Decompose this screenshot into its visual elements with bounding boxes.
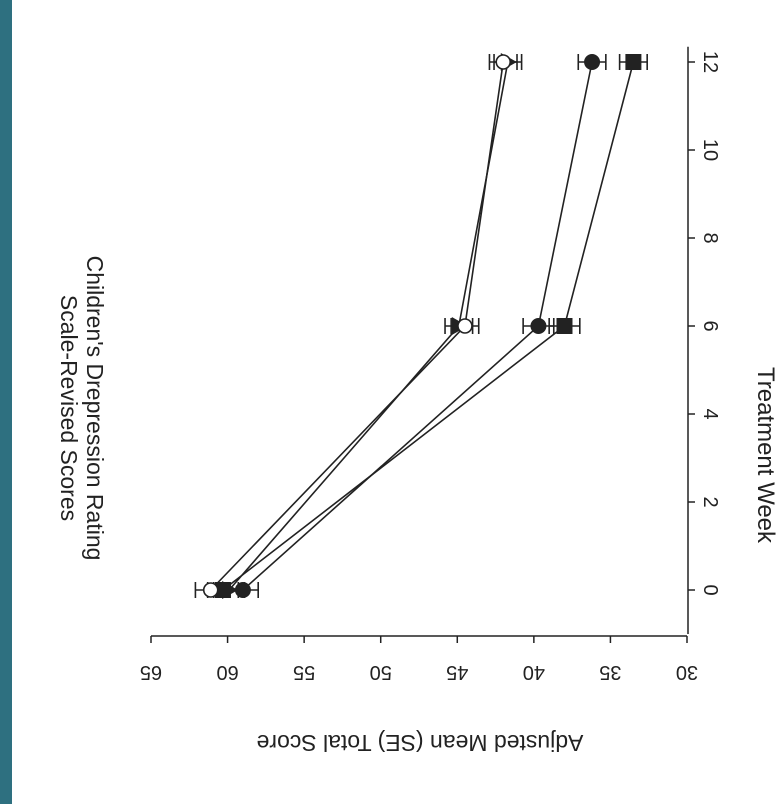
data-point-circle <box>234 582 251 598</box>
y-tick-label: 50 <box>370 661 392 683</box>
y-tick-label: 45 <box>446 661 468 683</box>
x-tick-label: 4 <box>699 408 721 419</box>
x-tick-label: 10 <box>699 139 721 161</box>
data-point-circle <box>530 318 547 334</box>
chart-title: Children's Drepression Rating Scale-Revi… <box>56 256 108 561</box>
x-tick-label: 0 <box>699 584 721 595</box>
left-accent-stripe <box>0 0 12 804</box>
data-point-open-circle <box>495 54 512 70</box>
chart-title-line-2: Scale-Revised Scores <box>56 295 82 521</box>
data-point-open-circle <box>457 318 473 334</box>
y-tick-label: 60 <box>216 661 238 683</box>
y-tick-label: 55 <box>293 661 315 683</box>
y-tick-label: 30 <box>676 661 698 683</box>
y-axis-label: Adjusted Mean (SE) Total Score <box>257 730 584 756</box>
x-tick-label: 6 <box>699 320 721 331</box>
x-axis-label: Treatment Week <box>752 367 777 544</box>
x-tick-label: 8 <box>699 232 721 243</box>
plot-area: 0 2 4 6 8 10 12 30 35 40 45 50 55 60 65 <box>140 46 721 683</box>
data-point-square <box>625 54 642 70</box>
data-point-circle <box>584 54 601 70</box>
x-tick-label: 2 <box>699 496 721 507</box>
chart-title-line-1: Children's Drepression Rating <box>82 256 108 561</box>
data-point-square <box>556 318 573 334</box>
data-point-triangle <box>222 581 239 599</box>
y-tick-label: 40 <box>523 661 545 683</box>
y-tick-label: 35 <box>599 661 621 683</box>
data-point-open-circle <box>202 582 219 598</box>
x-tick-label: 12 <box>699 51 721 73</box>
y-tick-label: 65 <box>140 661 162 683</box>
